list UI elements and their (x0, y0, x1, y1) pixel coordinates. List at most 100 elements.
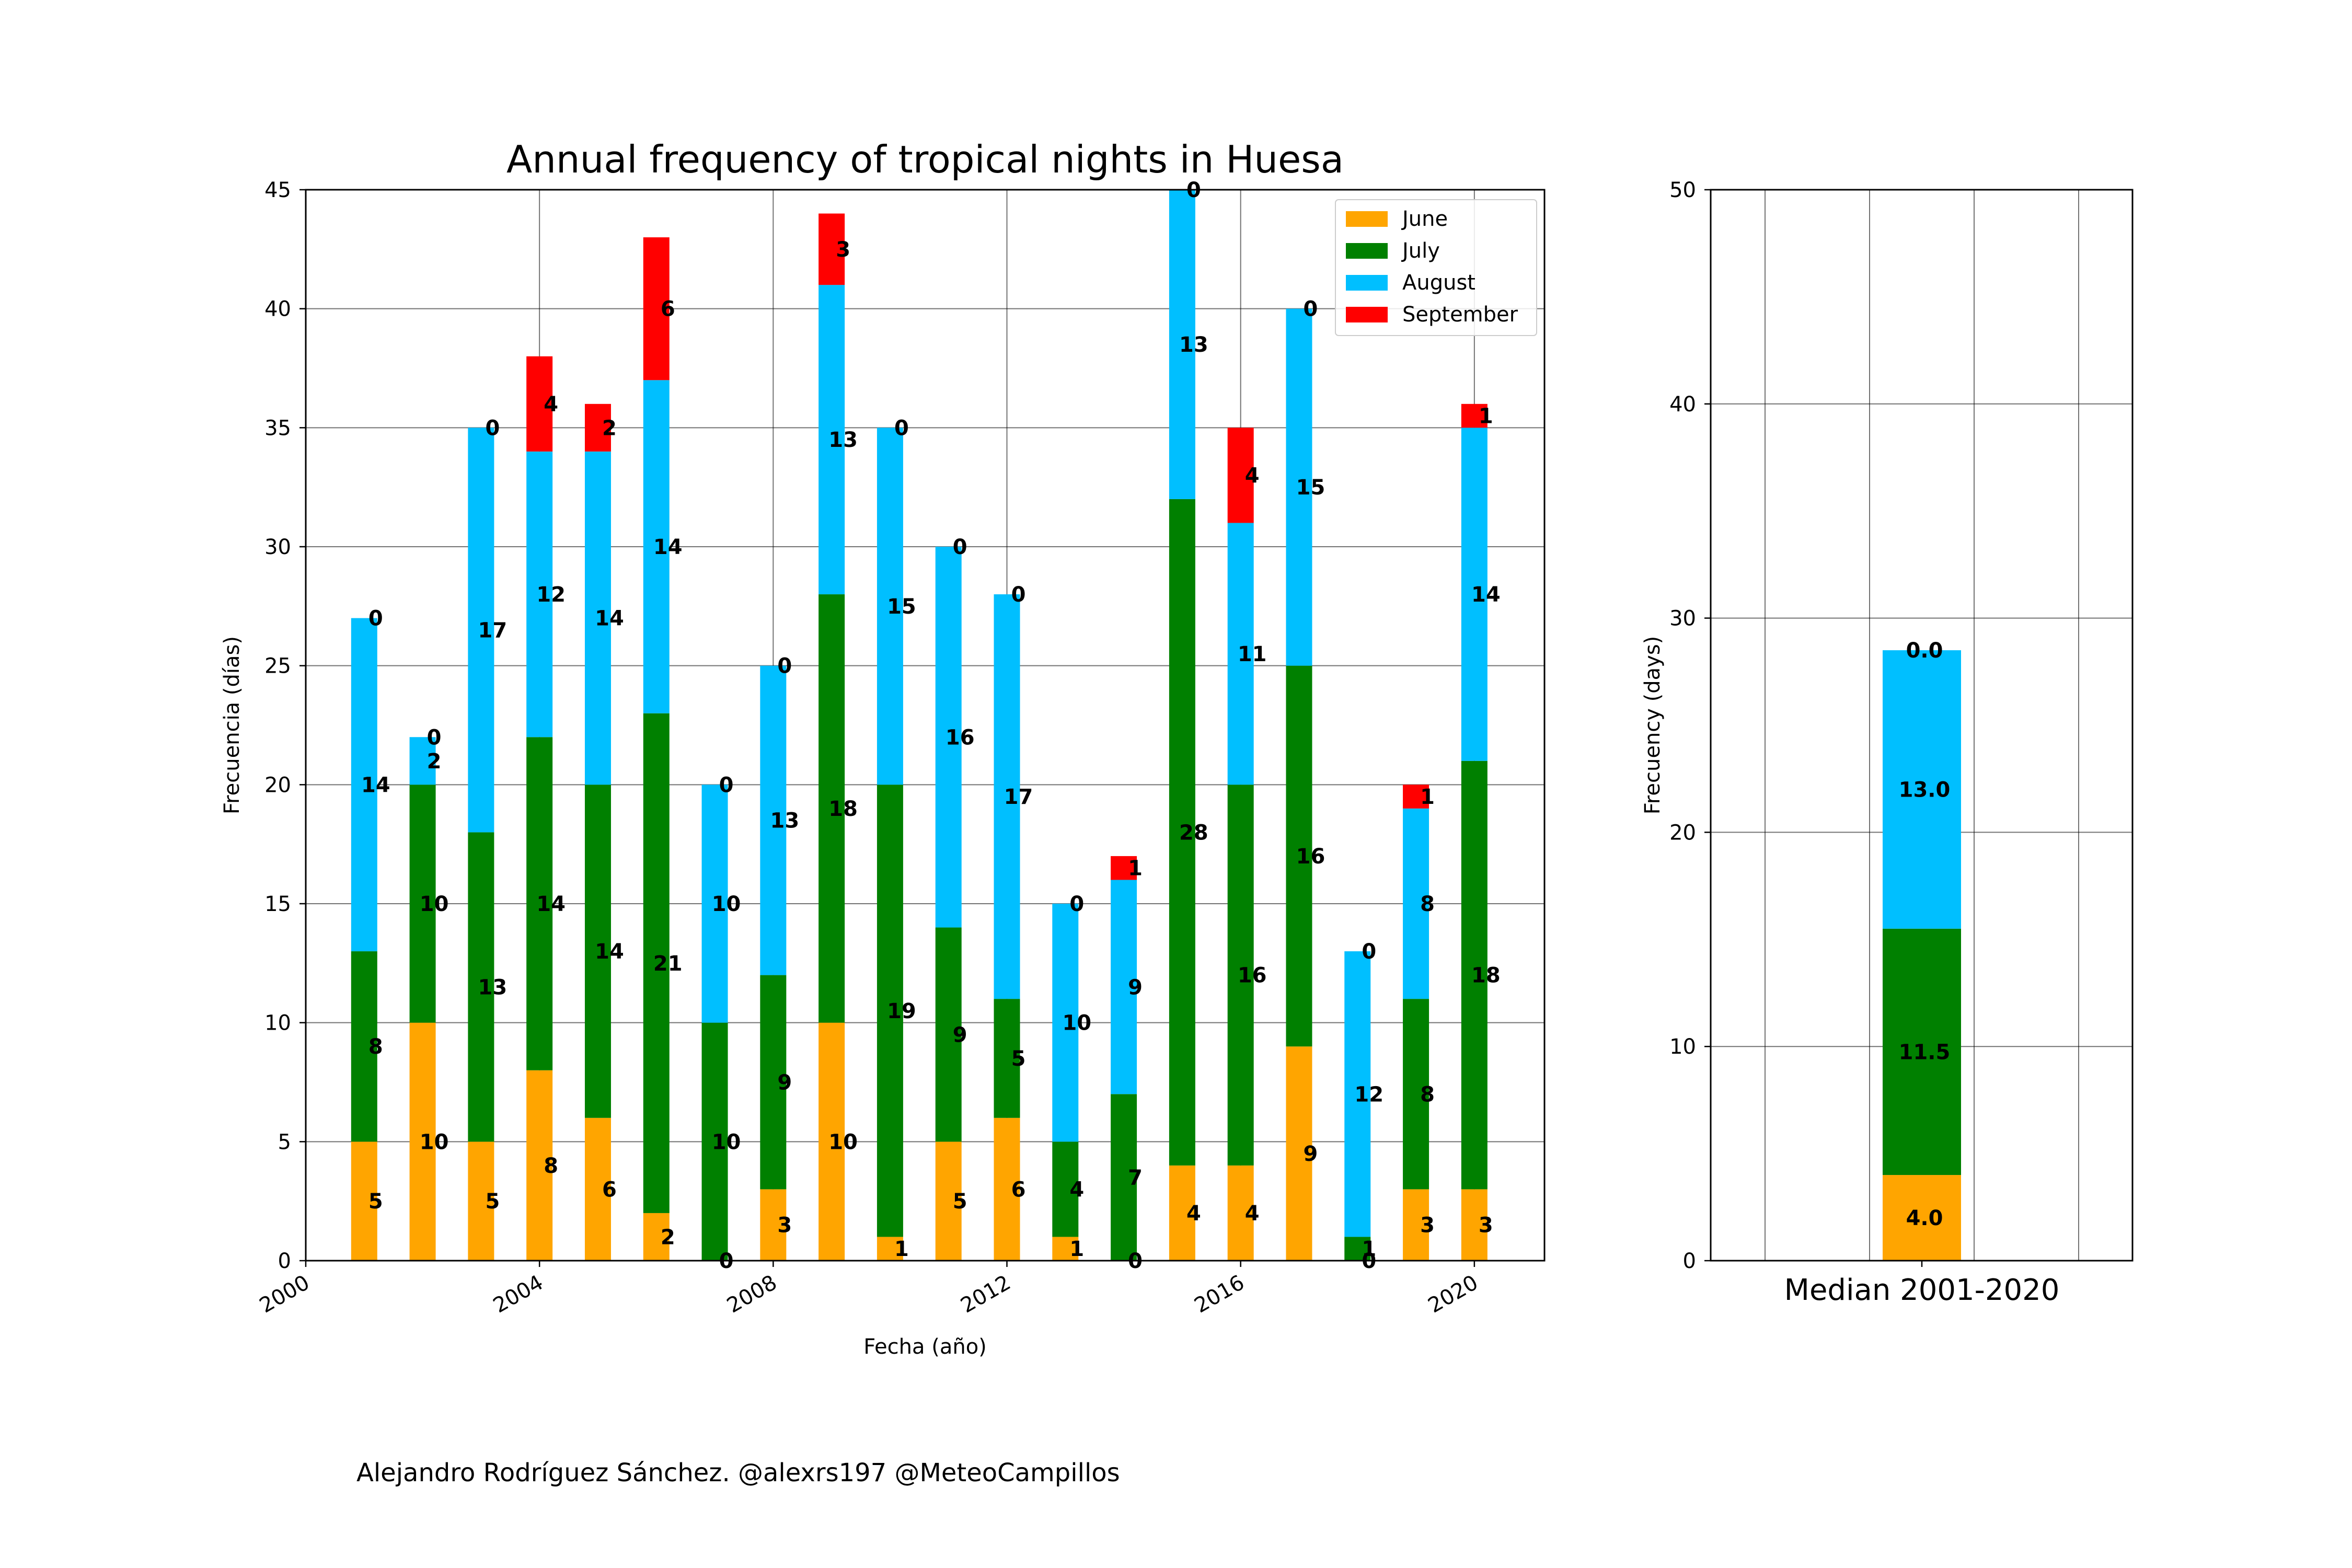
data-label: 4 (1245, 1202, 1260, 1226)
bar-june (994, 1117, 1020, 1261)
bar-august (526, 451, 553, 737)
data-label: 3 (1420, 1214, 1435, 1238)
y-tick-label: 20 (264, 773, 291, 797)
main-axes-frame (305, 189, 1546, 1262)
bar-july (584, 785, 611, 1118)
bar-july (1461, 760, 1488, 1190)
y-tick-label: 40 (264, 297, 291, 321)
bar-july (1286, 665, 1312, 1047)
data-label: 5 (485, 1190, 500, 1214)
bar-august (643, 380, 670, 713)
legend-swatch-august (1346, 275, 1388, 291)
data-label: 6 (1011, 1178, 1026, 1202)
bar-july (818, 594, 845, 1023)
legend-label: September (1402, 303, 1518, 327)
bar-august (877, 428, 903, 785)
bar-june (351, 1142, 377, 1261)
bar-august (1227, 523, 1254, 785)
y-tick-label: 5 (278, 1130, 291, 1154)
y-axis-label: Frecuencia (días) (220, 636, 244, 814)
bar-july (1344, 1237, 1371, 1261)
legend-label: July (1401, 239, 1440, 263)
median-y-tick-label: 20 (1669, 821, 1696, 845)
bar-august (1403, 808, 1429, 999)
y-tick-label: 10 (264, 1011, 291, 1035)
bar-july (994, 999, 1020, 1118)
data-label: 3 (836, 238, 850, 262)
data-label: 17 (1004, 785, 1033, 809)
bar-august (760, 665, 787, 975)
x-tick-label: 2000 (256, 1271, 314, 1318)
bar-august (1052, 904, 1079, 1142)
bar-july (351, 951, 377, 1142)
data-label: 5 (368, 1190, 383, 1214)
y-tick-label: 45 (264, 178, 291, 202)
data-label: 0 (894, 416, 909, 440)
data-label: 6 (661, 297, 675, 321)
x-tick-label: 2020 (1424, 1271, 1482, 1318)
bar-august (584, 451, 611, 785)
data-label: 0 (1362, 940, 1376, 964)
data-label: 13 (478, 975, 508, 999)
median-category-label: Median 2001-2020 (1784, 1273, 2060, 1307)
data-label: 11 (1238, 642, 1267, 666)
data-label: 5 (1011, 1047, 1026, 1071)
data-label: 10 (1062, 1011, 1091, 1035)
bar-august (818, 285, 845, 595)
bar-july (1403, 999, 1429, 1190)
bar-july (468, 832, 494, 1142)
data-label: 14 (595, 607, 624, 631)
bar-september (1227, 428, 1254, 523)
data-label: 1 (1420, 785, 1435, 809)
data-label: 15 (1296, 476, 1325, 500)
bar-june (1227, 1165, 1254, 1261)
data-label: 1 (894, 1237, 909, 1261)
data-label: 10 (712, 892, 741, 916)
data-label: 10 (420, 1130, 449, 1154)
data-label: 0 (368, 607, 383, 631)
bar-august (701, 785, 728, 1023)
median-y-tick-label: 10 (1669, 1035, 1696, 1059)
y-tick-label: 35 (264, 416, 291, 440)
data-label: 9 (777, 1071, 792, 1095)
median-data-label: 4.0 (1906, 1206, 1943, 1230)
data-label: 13 (1179, 333, 1208, 357)
bar-july (643, 713, 670, 1213)
bar-august (1169, 190, 1195, 499)
x-tick-label: 2008 (723, 1271, 781, 1318)
data-label: 0 (953, 535, 967, 559)
data-label: 16 (1296, 845, 1325, 869)
bar-june (1461, 1189, 1488, 1261)
bar-august (1111, 880, 1137, 1094)
data-label: 9 (1304, 1142, 1318, 1166)
data-label: 1 (1128, 857, 1143, 881)
bar-july (1052, 1142, 1079, 1237)
y-tick-label: 15 (264, 892, 291, 916)
data-label: 2 (427, 750, 442, 774)
data-label: 10 (712, 1130, 741, 1154)
bar-august (1461, 428, 1488, 761)
median-bar-july (1883, 928, 1961, 1175)
data-label: 17 (478, 618, 508, 642)
bar-july (877, 785, 903, 1237)
bar-july (409, 785, 436, 1023)
bar-august (468, 428, 494, 833)
data-label: 1 (1069, 1237, 1084, 1261)
bar-august (1344, 951, 1371, 1237)
bar-june (935, 1142, 962, 1261)
data-label: 5 (953, 1190, 967, 1214)
data-label: 8 (544, 1154, 558, 1178)
data-label: 8 (368, 1035, 383, 1059)
data-label: 13 (770, 809, 800, 833)
bar-june (1286, 1046, 1312, 1261)
data-label: 3 (777, 1214, 792, 1238)
data-label: 14 (1471, 583, 1501, 607)
bar-june (526, 1070, 553, 1261)
data-label: 0 (777, 654, 792, 678)
legend-box (1335, 199, 1537, 336)
data-label: 3 (1479, 1214, 1493, 1238)
y-tick-label: 25 (264, 654, 291, 678)
median-y-tick-label: 40 (1669, 393, 1696, 417)
median-bar-august (1883, 650, 1961, 929)
data-label: 18 (828, 797, 858, 821)
